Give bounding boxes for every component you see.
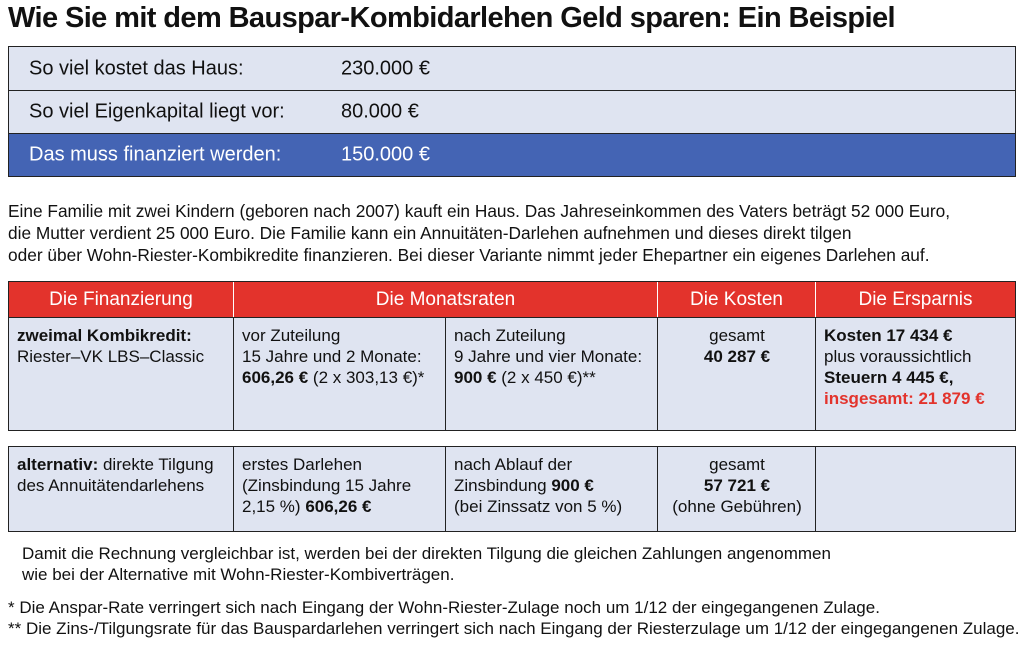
summary-row-house-price: So viel kostet das Haus: 230.000 € <box>8 46 1016 91</box>
intro-paragraph: Eine Familie mit zwei Kindern (geboren n… <box>8 200 1018 266</box>
rate-line: 15 Jahre und 2 Monate: <box>242 347 422 366</box>
costs-cell: gesamt 40 287 € <box>658 318 816 430</box>
summary-value: 80.000 € <box>341 100 419 123</box>
rate-amount-line: Zinsbindung 900 € <box>454 475 650 496</box>
financing-title: zweimal Kombikredit: <box>17 326 192 345</box>
intro-line: die Mutter verdient 25 000 Euro. Die Fam… <box>8 223 852 243</box>
financing-product: Riester–VK LBS–Classic <box>17 347 205 366</box>
rate-after-allocation-cell: nach Zuteilung 9 Jahre und vier Monate: … <box>446 318 658 430</box>
costs-cell: gesamt 57 721 € (ohne Gebühren) <box>658 447 816 531</box>
summary-table: So viel kostet das Haus: 230.000 € So vi… <box>8 46 1016 177</box>
rate-line: 9 Jahre und vier Monate: <box>454 347 643 366</box>
savings-cell: Kosten 17 434 € plus voraussichtlich Ste… <box>816 318 1015 430</box>
rate-amount-line: 606,26 € (2 x 303,13 €)* <box>242 367 438 388</box>
rate-line: (Zinsbindung 15 Jahre <box>242 476 412 495</box>
footnote-single-star: * Die Anspar-Rate verringert sich nach E… <box>8 598 880 617</box>
rate-amount: 900 € <box>551 476 594 495</box>
financing-title: alternativ: direkte Tilgung <box>17 454 226 475</box>
financing-cell: alternativ: direkte Tilgung des Annuität… <box>9 447 234 531</box>
rate-amount: 900 € <box>454 368 497 387</box>
rate-line: nach Ablauf der <box>454 455 573 474</box>
rate-line: vor Zuteilung <box>242 326 341 345</box>
note-line: wie bei der Alternative mit Wohn-Riester… <box>22 565 455 584</box>
costs-note: (ohne Gebühren) <box>672 497 802 516</box>
footnote-double-star: ** Die Zins-/Tilgungsrate für das Bauspa… <box>8 619 1020 638</box>
summary-label: So viel kostet das Haus: <box>29 57 244 79</box>
financing-alternative-text: direkte Tilgung <box>98 455 214 474</box>
summary-value: 150.000 € <box>341 143 430 166</box>
costs-value: 40 287 € <box>703 347 771 366</box>
header-costs: Die Kosten <box>658 282 816 317</box>
intro-line: oder über Wohn-Riester-Kombikredite fina… <box>8 245 930 265</box>
savings-cell-empty <box>816 447 1015 531</box>
summary-row-equity: So viel Eigenkapital liegt vor: 80.000 € <box>8 91 1016 134</box>
summary-value: 230.000 € <box>341 57 430 79</box>
rate-detail: Zinsbindung <box>454 476 552 495</box>
header-savings: Die Ersparnis <box>858 289 973 310</box>
comparison-row-alternative: alternativ: direkte Tilgung des Annuität… <box>8 446 1016 532</box>
costs-label: gesamt <box>709 455 765 474</box>
rate-line: nach Zuteilung <box>454 326 566 345</box>
rate-after-fixation-cell: nach Ablauf der Zinsbindung 900 € (bei Z… <box>446 447 658 531</box>
rate-detail: (2 x 450 €)** <box>496 368 596 387</box>
footnotes: * Die Anspar-Rate verringert sich nach E… <box>8 597 1020 639</box>
rate-first-loan-cell: erstes Darlehen (Zinsbindung 15 Jahre 2,… <box>234 447 446 531</box>
savings-taxes: Steuern 4 445 €, <box>824 368 954 387</box>
financing-alternative-label: alternativ: <box>17 455 99 474</box>
savings-note: plus voraussichtlich <box>824 347 972 366</box>
rate-amount-line: 2,15 %) 606,26 € <box>242 496 438 517</box>
header-monthly-rates: Die Monatsraten <box>234 282 658 317</box>
savings-costs: Kosten 17 434 € <box>824 326 953 345</box>
comparison-note: Damit die Rechnung vergleichbar ist, wer… <box>22 543 1024 585</box>
rate-amount-line: 900 € (2 x 450 €)** <box>454 367 650 388</box>
financing-product: des Annuitätendarlehens <box>17 476 205 495</box>
intro-line: Eine Familie mit zwei Kindern (geboren n… <box>8 201 951 221</box>
comparison-header-row: Die Finanzierung Die Monatsraten Die Kos… <box>8 281 1016 318</box>
summary-label: Das muss finanziert werden: <box>29 143 282 166</box>
rate-amount: 606,26 € <box>242 368 309 387</box>
financing-cell: zweimal Kombikredit: Riester–VK LBS–Clas… <box>9 318 234 430</box>
rate-detail: (2 x 303,13 €)* <box>308 368 425 387</box>
rate-before-allocation-cell: vor Zuteilung 15 Jahre und 2 Monate: 606… <box>234 318 446 430</box>
page-title: Wie Sie mit dem Bauspar-Kombidarlehen Ge… <box>8 2 896 34</box>
savings-total: insgesamt: 21 879 € <box>824 389 985 408</box>
comparison-row-kombikredit: zweimal Kombikredit: Riester–VK LBS–Clas… <box>8 318 1016 431</box>
costs-label: gesamt <box>709 326 765 345</box>
header-financing: Die Finanzierung <box>9 282 234 317</box>
rate-line: erstes Darlehen <box>242 455 363 474</box>
costs-value: 57 721 € <box>703 476 771 495</box>
rate-line: (bei Zinssatz von 5 %) <box>454 497 623 516</box>
rate-detail: 2,15 %) <box>242 497 306 516</box>
summary-row-financed: Das muss finanziert werden: 150.000 € <box>8 134 1016 177</box>
summary-label: So viel Eigenkapital liegt vor: <box>29 100 285 123</box>
note-line: Damit die Rechnung vergleichbar ist, wer… <box>22 544 831 563</box>
rate-amount: 606,26 € <box>305 497 372 516</box>
